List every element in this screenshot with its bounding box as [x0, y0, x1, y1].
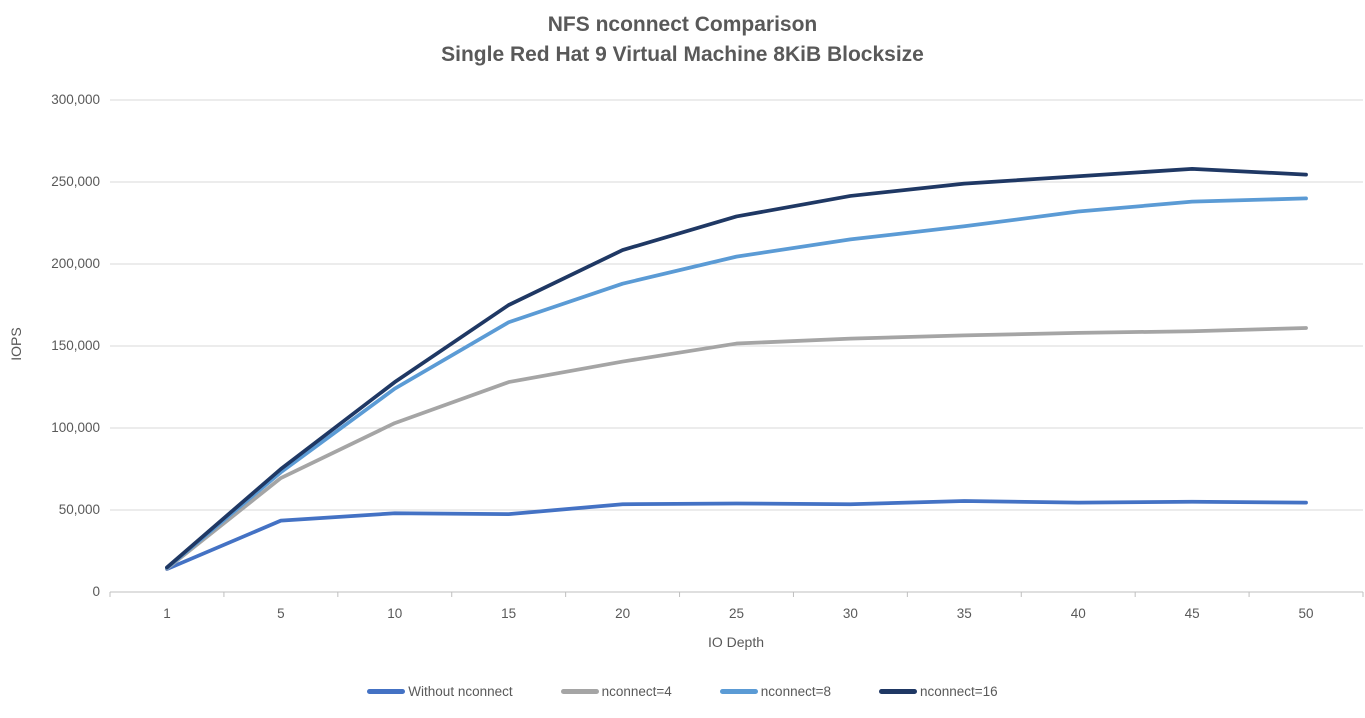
- legend-item-nconnect-16: nconnect=16: [878, 684, 998, 699]
- x-tick-label: 1: [163, 606, 171, 621]
- x-tick-label: 45: [1184, 606, 1200, 621]
- x-tick-label: 15: [501, 606, 517, 621]
- legend-item-nconnect-8: nconnect=8: [719, 684, 831, 699]
- legend-label: nconnect=16: [919, 684, 998, 699]
- series-line-without-nconnect: [165, 499, 1308, 571]
- legend-swatch-icon: [719, 689, 758, 694]
- x-tick-label: 25: [728, 606, 745, 621]
- y-tick-label: 50,000: [58, 502, 100, 517]
- series-line-nconnect-4: [165, 326, 1308, 571]
- y-tick-label: 200,000: [51, 256, 100, 271]
- chart-subtitle: Single Red Hat 9 Virtual Machine 8KiB Bl…: [441, 43, 924, 66]
- x-tick-label: 30: [842, 606, 858, 621]
- y-tick-label: 100,000: [51, 420, 100, 435]
- x-tick-label: 5: [277, 606, 285, 621]
- legend-label: nconnect=8: [760, 684, 831, 699]
- legend-label: Without nconnect: [408, 684, 513, 699]
- legend-swatch-icon: [878, 689, 917, 694]
- legend-item-without-nconnect: Without nconnect: [367, 684, 513, 699]
- y-axis-title: IOPS: [8, 327, 24, 361]
- y-tick-label: 300,000: [51, 92, 100, 107]
- y-tick-label: 150,000: [51, 338, 100, 353]
- x-tick-label: 50: [1298, 606, 1314, 621]
- y-tick-label: 250,000: [51, 174, 100, 189]
- x-axis-title: IO Depth: [707, 634, 765, 650]
- legend-label: nconnect=4: [601, 684, 672, 699]
- legend-swatch-icon: [560, 689, 599, 694]
- x-tick-label: 40: [1070, 606, 1086, 621]
- legend-item-nconnect-4: nconnect=4: [560, 684, 672, 699]
- x-tick-label: 35: [956, 606, 972, 621]
- x-tick-label: 20: [615, 606, 631, 621]
- chart-legend: Without nconnect nconnect=4 nconnect=8 ncon…: [0, 684, 1365, 699]
- legend-swatch-icon: [367, 689, 406, 694]
- x-tick-label: 10: [387, 606, 403, 621]
- series-line-nconnect-8: [165, 196, 1308, 570]
- series-line-nconnect-16: [165, 167, 1308, 570]
- y-tick-label: 0: [92, 584, 100, 599]
- chart-title: NFS nconnect Comparison: [547, 13, 818, 36]
- chart-title-block: NFS nconnect Comparison Single Red Hat 9…: [0, 10, 1365, 70]
